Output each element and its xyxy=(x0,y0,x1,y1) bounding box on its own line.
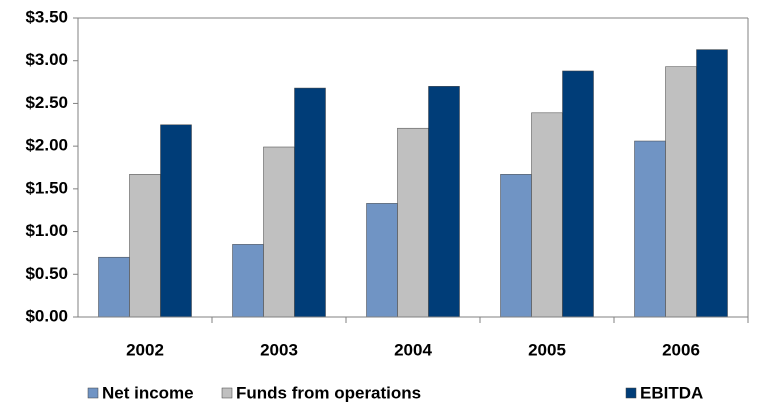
legend-swatch xyxy=(221,387,233,399)
legend-label: EBITDA xyxy=(640,383,703,402)
bar xyxy=(232,244,264,318)
x-tick-label: 2005 xyxy=(528,340,566,359)
y-tick-label: $0.00 xyxy=(25,306,68,325)
y-tick-label: $3.50 xyxy=(25,7,68,26)
bar xyxy=(263,146,295,318)
y-tick-label: $0.50 xyxy=(25,264,68,283)
y-tick-label: $1.50 xyxy=(25,178,68,197)
bar xyxy=(665,66,697,318)
bar xyxy=(294,87,326,318)
bar xyxy=(98,256,130,318)
bar xyxy=(397,127,429,318)
y-tick-label: $3.00 xyxy=(25,50,68,69)
x-tick-label: 2003 xyxy=(260,340,298,359)
legend-label: Funds from operations xyxy=(236,383,421,402)
y-tick-label: $2.00 xyxy=(25,136,68,155)
bar xyxy=(366,203,398,318)
x-tick-label: 2006 xyxy=(662,340,700,359)
x-tick-label: 2002 xyxy=(126,340,164,359)
legend-swatch xyxy=(87,387,99,399)
bar xyxy=(129,174,161,318)
x-tick-label: 2004 xyxy=(394,340,432,359)
bar xyxy=(562,70,594,318)
legend-swatch xyxy=(625,387,637,399)
bar xyxy=(634,140,666,318)
legend-label: Net income xyxy=(102,383,194,402)
bar xyxy=(500,174,532,318)
y-tick-label: $1.00 xyxy=(25,221,68,240)
bar xyxy=(428,86,460,318)
bar xyxy=(531,112,563,318)
bar xyxy=(160,124,192,318)
bar xyxy=(696,49,728,318)
y-tick-label: $2.50 xyxy=(25,93,68,112)
